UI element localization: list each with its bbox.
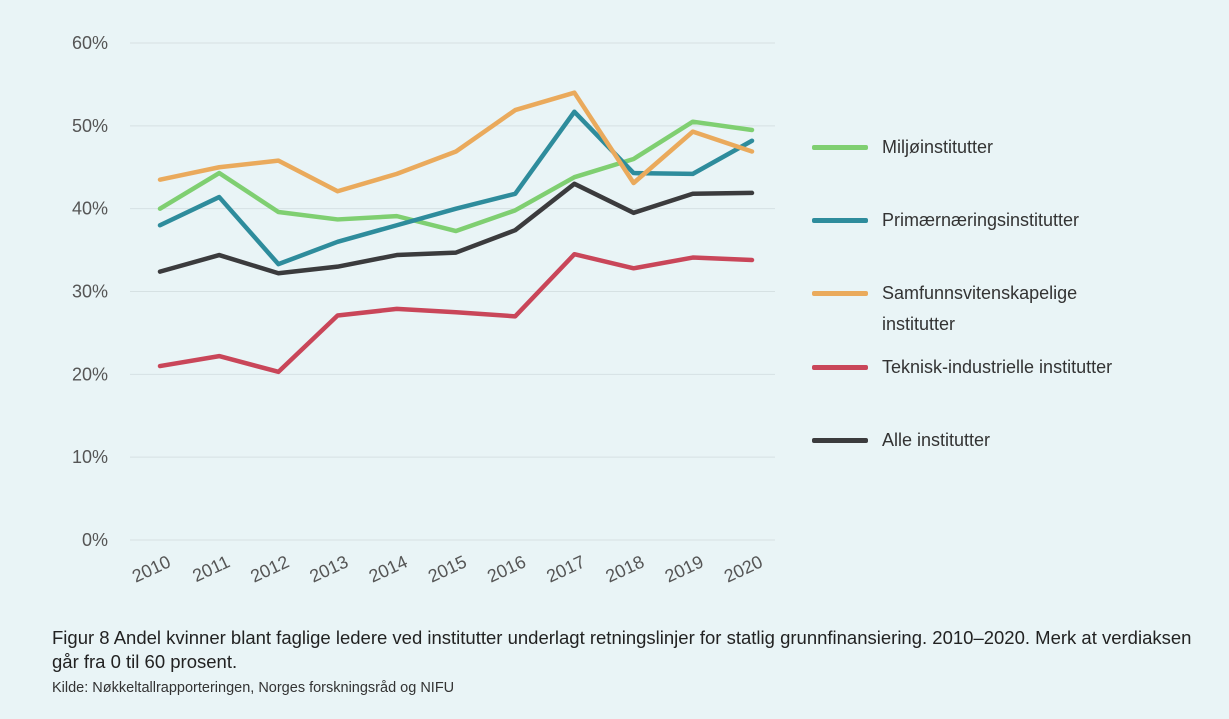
y-tick-label: 60% [72,33,108,53]
line-series [157,251,755,375]
line-series [157,119,755,234]
line-series [157,181,755,276]
y-tick-label: 0% [82,530,108,550]
legend-item: Alle institutter [812,428,990,456]
legend-item: Samfunnsvitenskapelige institutter [812,281,1150,340]
x-tick-label: 2016 [484,551,529,586]
x-tick-label: 2018 [603,551,648,586]
x-tick-label: 2010 [129,551,174,586]
legend-label: Samfunnsvitenskapelige institutter [882,283,1078,334]
y-tick-label: 10% [72,447,108,467]
x-tick-label: 2011 [189,551,233,585]
line-series [157,90,755,194]
caption: Figur 8 Andel kvinner blant faglige lede… [52,627,1192,672]
legend-label: Miljøinstitutter [882,137,994,157]
y-tick-label: 30% [72,282,108,302]
legend-swatch [812,218,868,223]
legend-label: Alle institutter [882,430,991,450]
legend-swatch [812,291,868,296]
legend-swatch [812,438,868,443]
y-tick-label: 40% [72,199,108,219]
x-tick-label: 2014 [366,551,411,586]
x-tick-label: 2012 [247,551,292,586]
legend-swatch [812,145,868,150]
line-series [157,109,755,267]
legend-swatch [812,365,868,370]
x-tick-label: 2013 [307,551,352,586]
y-tick-label: 50% [72,116,108,136]
legend-item: Miljøinstitutter [812,135,993,163]
x-tick-label: 2015 [425,551,470,586]
legend-item: Teknisk-industrielle institutter [812,355,1112,383]
chart: 0% 10% 20% 30% 40% 50% 60% 2010 2011 2012 2013 2014… [72,33,775,587]
legend-label: Teknisk-industrielle institutter [882,357,1113,377]
x-tick-label: 2017 [543,551,588,586]
y-tick-label: 20% [72,364,108,384]
x-tick-label: 2019 [662,551,707,586]
legend-item: Primærnæringsinstitutter [812,208,1079,236]
legend-label: Primærnæringsinstitutter [882,210,1080,230]
x-tick-label: 2020 [721,551,766,586]
source: Kilde: Nøkkeltallrapporteringen, Norges … [52,680,455,696]
